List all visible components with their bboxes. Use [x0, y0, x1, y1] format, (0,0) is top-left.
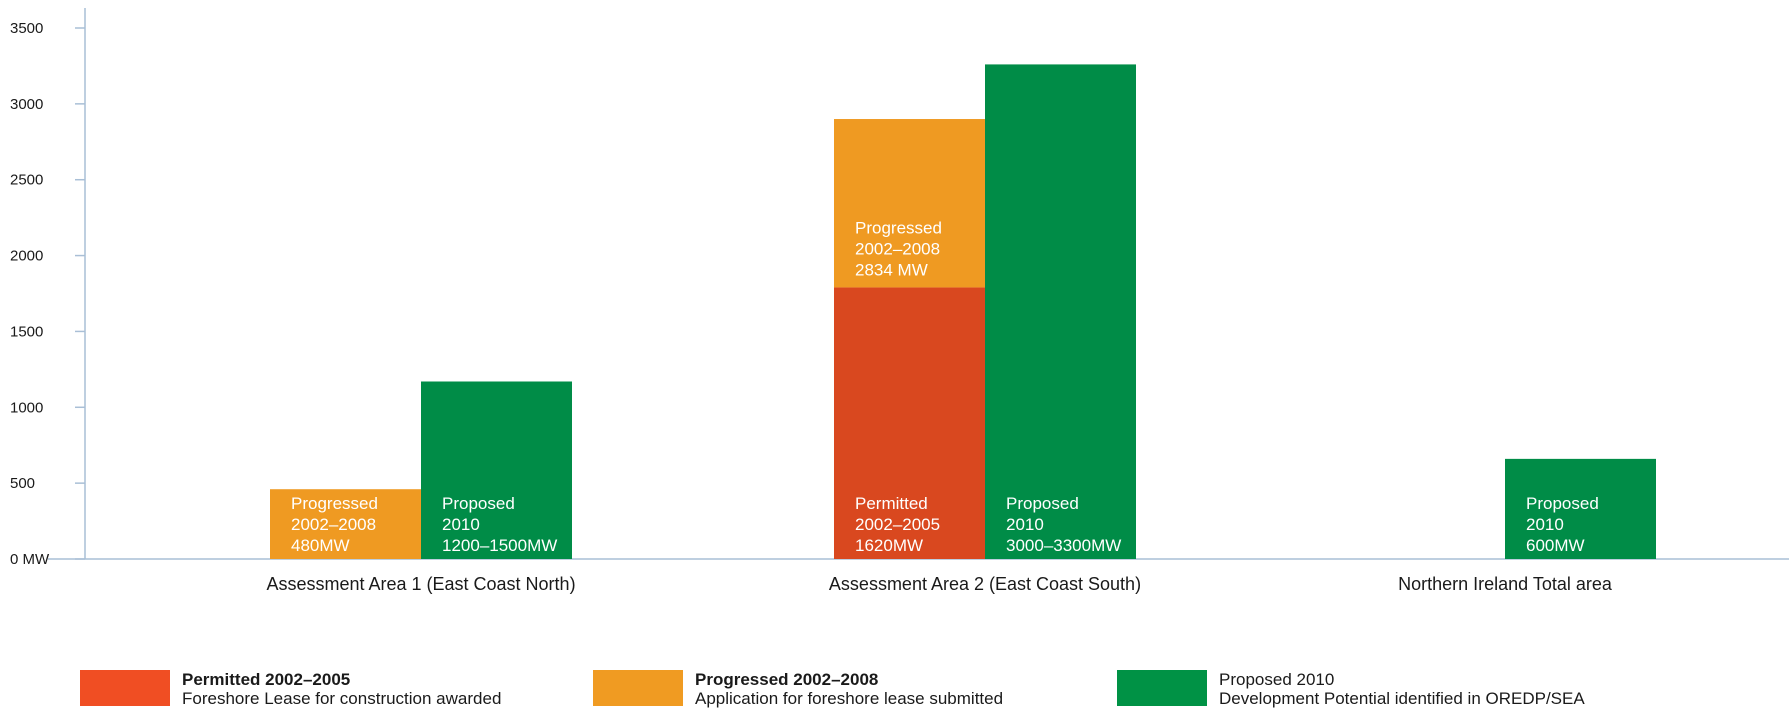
legend-item-proposed: Proposed 2010 Development Potential iden…: [1117, 670, 1585, 708]
bar-label-proposed: Proposed: [1526, 494, 1599, 513]
bar-progressed: [834, 119, 985, 288]
bar-label-progressed: 2002–2008: [855, 239, 940, 258]
bar-permitted: [834, 287, 985, 559]
legend-title-progressed: Progressed 2002–2008: [695, 670, 879, 689]
bar-label-progressed: Progressed: [855, 218, 942, 237]
x-category-label: Assessment Area 2 (East Coast South): [829, 574, 1141, 594]
bar-label-proposed: Proposed: [1006, 494, 1079, 513]
legend-item-progressed: Progressed 2002–2008 Application for for…: [593, 670, 1004, 708]
bar-label-progressed: Progressed: [291, 494, 378, 513]
y-tick-label: 1000: [10, 399, 43, 416]
y-tick-label: 3500: [10, 20, 43, 37]
bar-label-proposed: 2010: [442, 515, 480, 534]
bar-proposed: [985, 64, 1136, 559]
bar-label-progressed: 2834 MW: [855, 260, 928, 279]
legend-title-permitted: Permitted 2002–2005: [182, 670, 351, 689]
legend-subtitle-proposed: Development Potential identified in ORED…: [1219, 689, 1585, 708]
y-tick-label: 3000: [10, 96, 43, 113]
y-tick-label: 1500: [10, 323, 43, 340]
legend-subtitle-progressed: Application for foreshore lease submitte…: [695, 689, 1004, 708]
y-tick-label: 0 MW: [10, 551, 50, 568]
bar-label-proposed: 2010: [1006, 515, 1044, 534]
bar-label-permitted: 1620MW: [855, 536, 923, 555]
bar-proposed: [421, 381, 572, 559]
y-tick-label: 2500: [10, 172, 43, 189]
bar-progressed: [270, 489, 421, 559]
legend-item-permitted: Permitted 2002–2005 Foreshore Lease for …: [80, 670, 502, 708]
bar-label-proposed: Proposed: [442, 494, 515, 513]
bar-label-progressed: 2002–2008: [291, 515, 376, 534]
legend-title-proposed: Proposed 2010: [1219, 670, 1335, 689]
bar-label-permitted: 2002–2005: [855, 515, 940, 534]
bar-label-permitted: Permitted: [855, 494, 928, 513]
bar-label-proposed: 600MW: [1526, 536, 1585, 555]
legend-swatch-permitted: [80, 670, 170, 706]
bar-proposed: [1505, 458, 1656, 559]
legend-swatch-progressed: [593, 670, 683, 706]
y-tick-label: 500: [10, 475, 35, 492]
x-category-label: Northern Ireland Total area: [1398, 574, 1613, 594]
bar-label-proposed: 3000–3300MW: [1006, 536, 1121, 555]
bar-label-progressed: 480MW: [291, 536, 350, 555]
legend-subtitle-permitted: Foreshore Lease for construction awarded: [182, 689, 502, 708]
legend-swatch-proposed: [1117, 670, 1207, 706]
bar-label-proposed: 1200–1500MW: [442, 536, 557, 555]
x-category-label: Assessment Area 1 (East Coast North): [266, 574, 575, 594]
y-tick-label: 2000: [10, 248, 43, 265]
bar-label-proposed: 2010: [1526, 515, 1564, 534]
